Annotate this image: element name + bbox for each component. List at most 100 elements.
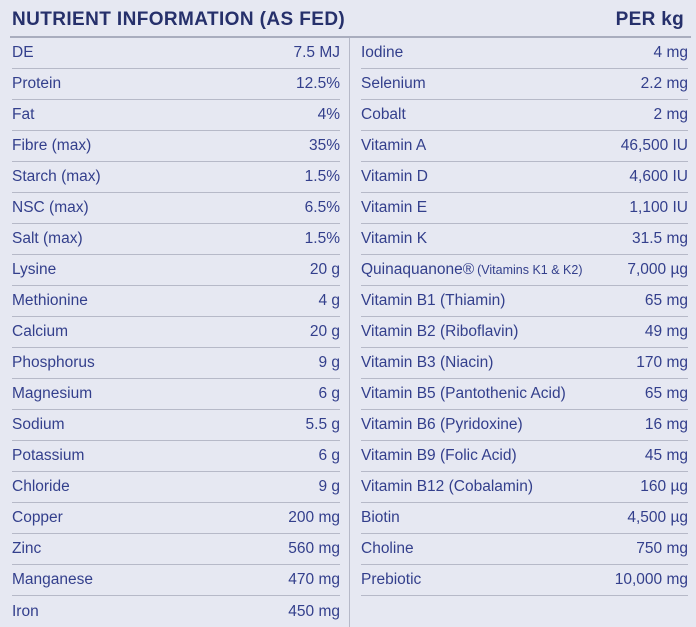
nutrient-label: Vitamin B9 (Folic Acid) xyxy=(361,447,517,464)
nutrient-label: Vitamin B1 (Thiamin) xyxy=(361,292,506,309)
table-row: Iron 450 mg xyxy=(12,596,340,627)
nutrient-label: Vitamin B3 (Niacin) xyxy=(361,354,494,371)
table-row: Methionine 4 g xyxy=(12,286,340,317)
table-row: Potassium 6 g xyxy=(12,441,340,472)
table-row: Vitamin B1 (Thiamin) 65 mg xyxy=(361,286,688,317)
nutrient-label: Protein xyxy=(12,75,62,92)
table-row: Lysine 20 g xyxy=(12,255,340,286)
nutrient-label: Vitamin E xyxy=(361,199,428,216)
nutrient-value: 4,600 IU xyxy=(629,168,688,185)
nutrient-label: Vitamin B5 (Pantothenic Acid) xyxy=(361,385,566,402)
nutrient-value: 46,500 IU xyxy=(620,137,688,154)
table-row: Selenium 2.2 mg xyxy=(361,69,688,100)
nutrient-value: 20 g xyxy=(309,323,340,340)
nutrient-value: 31.5 mg xyxy=(631,230,688,247)
nutrient-label: Vitamin B6 (Pyridoxine) xyxy=(361,416,523,433)
left-column: DE 7.5 MJ Protein 12.5% Fat 4% Fibre (max) 35% S… xyxy=(0,38,349,627)
table-row: Salt (max) 1.5% xyxy=(12,224,340,255)
nutrient-value: 470 mg xyxy=(288,571,340,588)
table-row: Vitamin B12 (Cobalamin) 160 µg xyxy=(361,472,688,503)
table-row: Starch (max) 1.5% xyxy=(12,162,340,193)
nutrient-label: Vitamin D xyxy=(361,168,428,185)
nutrient-label: Biotin xyxy=(361,509,400,526)
nutrient-value: 9 g xyxy=(318,478,340,495)
table-row: Iodine 4 mg xyxy=(361,38,688,69)
nutrient-label: Sodium xyxy=(12,416,65,433)
nutrient-value: 6 g xyxy=(318,447,340,464)
table-row: Fat 4% xyxy=(12,100,340,131)
nutrient-value: 45 mg xyxy=(644,447,688,464)
table-title: NUTRIENT INFORMATION (AS FED) xyxy=(12,9,346,30)
nutrient-value: 10,000 mg xyxy=(614,571,688,588)
nutrient-value: 2.2 mg xyxy=(640,75,688,92)
nutrient-label: Vitamin A xyxy=(361,137,427,154)
table-body: DE 7.5 MJ Protein 12.5% Fat 4% Fibre (max) 35% S… xyxy=(0,38,696,627)
table-row: Vitamin K 31.5 mg xyxy=(361,224,688,255)
table-row: Choline 750 mg xyxy=(361,534,688,565)
nutrient-label: Vitamin B12 (Cobalamin) xyxy=(361,478,534,495)
nutrient-value: 1.5% xyxy=(304,230,340,247)
nutrient-label: Vitamin K xyxy=(361,230,428,247)
nutrient-value: 6.5% xyxy=(304,199,340,216)
nutrient-label: Choline xyxy=(361,540,414,557)
nutrient-label: Chloride xyxy=(12,478,70,495)
table-row: NSC (max) 6.5% xyxy=(12,193,340,224)
nutrient-value: 1.5% xyxy=(304,168,340,185)
nutrient-label: Magnesium xyxy=(12,385,93,402)
right-column: Iodine 4 mg Selenium 2.2 mg Cobalt 2 mg Vitami… xyxy=(349,38,696,627)
nutrient-label: Methionine xyxy=(12,292,88,309)
nutrient-label: Selenium xyxy=(361,75,426,92)
nutrient-label: Vitamin B2 (Riboflavin) xyxy=(361,323,519,340)
nutrient-label: Cobalt xyxy=(361,106,406,123)
nutrient-label: Salt (max) xyxy=(12,230,83,247)
table-row: Quinaquanone® (Vitamins K1 & K2) 7,000 µg xyxy=(361,255,688,286)
table-row: Copper 200 mg xyxy=(12,503,340,534)
table-header: NUTRIENT INFORMATION (AS FED) PER kg xyxy=(0,0,696,36)
nutrient-value: 5.5 g xyxy=(305,416,340,433)
nutrient-label: Quinaquanone® (Vitamins K1 & K2) xyxy=(361,261,583,278)
nutrient-label: Prebiotic xyxy=(361,571,422,588)
table-row: Sodium 5.5 g xyxy=(12,410,340,441)
nutrient-value: 65 mg xyxy=(644,292,688,309)
nutrient-label: Fibre (max) xyxy=(12,137,92,154)
nutrient-label: Copper xyxy=(12,509,63,526)
nutrient-value: 170 mg xyxy=(636,354,688,371)
table-row: Prebiotic 10,000 mg xyxy=(361,565,688,596)
nutrient-value: 2 mg xyxy=(653,106,688,123)
table-row: Protein 12.5% xyxy=(12,69,340,100)
nutrient-label: Calcium xyxy=(12,323,68,340)
table-row: Vitamin E 1,100 IU xyxy=(361,193,688,224)
nutrient-label: Manganese xyxy=(12,571,94,588)
table-row: Vitamin B9 (Folic Acid) 45 mg xyxy=(361,441,688,472)
nutrient-label: Potassium xyxy=(12,447,85,464)
nutrient-label: Phosphorus xyxy=(12,354,95,371)
nutrient-value: 560 mg xyxy=(288,540,340,557)
nutrient-value: 4 mg xyxy=(653,44,688,61)
nutrient-label-note: (Vitamins K1 & K2) xyxy=(477,263,583,277)
nutrient-value: 16 mg xyxy=(644,416,688,433)
nutrient-value: 12.5% xyxy=(296,75,340,92)
nutrient-label: Iron xyxy=(12,602,39,620)
nutrient-value: 160 µg xyxy=(640,478,688,495)
nutrient-value: 35% xyxy=(308,137,340,154)
nutrient-value: 9 g xyxy=(318,354,340,371)
nutrient-value: 20 g xyxy=(309,261,340,278)
table-row: Chloride 9 g xyxy=(12,472,340,503)
nutrient-label: DE xyxy=(12,44,34,61)
table-row: Zinc 560 mg xyxy=(12,534,340,565)
nutrient-value: 450 mg xyxy=(288,602,340,620)
nutrient-label: NSC (max) xyxy=(12,199,89,216)
table-row: Vitamin B5 (Pantothenic Acid) 65 mg xyxy=(361,379,688,410)
table-row: Vitamin B6 (Pyridoxine) 16 mg xyxy=(361,410,688,441)
nutrient-label: Iodine xyxy=(361,44,404,61)
nutrient-label: Zinc xyxy=(12,540,42,557)
nutrient-value: 4% xyxy=(317,106,340,123)
header-divider xyxy=(10,36,691,38)
nutrient-value: 4 g xyxy=(318,292,340,309)
nutrient-value: 4,500 µg xyxy=(627,509,688,526)
table-row: Vitamin B3 (Niacin) 170 mg xyxy=(361,348,688,379)
nutrient-value: 6 g xyxy=(318,385,340,402)
nutrient-value: 49 mg xyxy=(644,323,688,340)
table-row: Vitamin A 46,500 IU xyxy=(361,131,688,162)
nutrient-label: Lysine xyxy=(12,261,57,278)
